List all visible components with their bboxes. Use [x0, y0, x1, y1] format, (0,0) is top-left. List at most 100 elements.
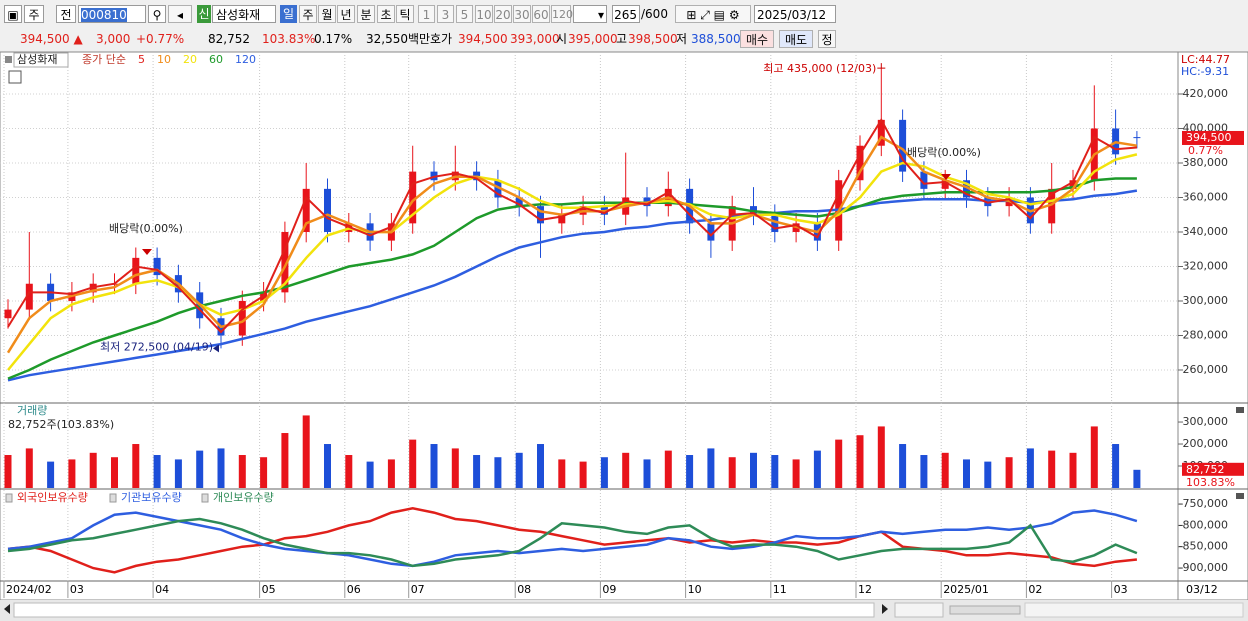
x-tick-label: 08	[517, 583, 531, 596]
interval-button[interactable]: 10	[475, 5, 493, 23]
candle-body	[537, 206, 544, 224]
candle-body	[281, 231, 289, 293]
sound-button[interactable]: ◂	[168, 5, 192, 23]
candle-body	[494, 180, 502, 198]
series-line	[7, 117, 1137, 334]
volume-bar	[622, 452, 630, 488]
volume-bar	[707, 448, 715, 488]
volume-bar	[686, 455, 694, 488]
volume-bar	[579, 461, 587, 488]
low-price: 388,500	[691, 32, 741, 46]
legend-entry: 기관보유수량	[121, 491, 182, 504]
tool-icons[interactable]: ⊞ ⤢ ▤ ⚙	[675, 5, 751, 23]
panel-title: 거래량	[17, 404, 47, 417]
volume-bar	[537, 444, 544, 488]
y-tick-label: -750,000	[1179, 497, 1228, 510]
period-button[interactable]: 틱	[396, 5, 414, 23]
count-input[interactable]: 265	[612, 5, 640, 23]
period-button[interactable]: 월	[318, 5, 336, 23]
interval-button[interactable]: 120	[551, 5, 573, 23]
y-tick-label: 340,000	[1183, 225, 1229, 238]
candle-body	[238, 300, 246, 336]
interval-button[interactable]: 3	[437, 5, 454, 23]
volume-bar	[217, 448, 225, 488]
legend-label: 종가 단순	[82, 53, 126, 66]
interval-button[interactable]: 5	[456, 5, 473, 23]
scroll-track[interactable]	[13, 602, 875, 618]
volume-bar	[196, 450, 204, 488]
search-button[interactable]: ⚲	[148, 5, 166, 23]
code-input[interactable]: 000810	[78, 5, 146, 23]
last-price-box	[1182, 130, 1244, 145]
tool-icons[interactable]	[1024, 602, 1244, 618]
scope-select[interactable]: 전	[56, 5, 76, 23]
volume-bar	[984, 461, 992, 488]
buy-button[interactable]: 매수	[740, 30, 774, 48]
icon[interactable]	[8, 70, 22, 84]
x-tick-label: 07	[411, 583, 425, 596]
last-change-label: 0.77%	[1188, 144, 1223, 157]
volume-bar	[174, 459, 182, 488]
period-button[interactable]: 년	[337, 5, 355, 23]
volume-bar	[25, 448, 33, 488]
period-button[interactable]: 일	[280, 5, 297, 23]
label: 호가	[430, 32, 453, 46]
y-tick-label: 200,000	[1183, 437, 1229, 450]
volume-rate: 103.83%	[262, 32, 316, 46]
candle-body	[4, 309, 12, 319]
playback-buttons[interactable]	[894, 602, 944, 618]
x-tick-label: 03	[70, 583, 84, 596]
volume-bar	[47, 461, 55, 488]
volume-bar	[941, 452, 949, 488]
period-button[interactable]: 주	[299, 5, 317, 23]
name-input[interactable]: 삼성화재	[212, 5, 276, 23]
x-tick-label: 10	[688, 583, 702, 596]
period-button[interactable]: 분	[357, 5, 375, 23]
x-tick-label: 2025/01	[943, 583, 989, 596]
volume-bar	[430, 444, 438, 488]
change: 3,000	[96, 32, 131, 46]
candle-body	[1069, 180, 1077, 189]
y-tick-label: 360,000	[1183, 190, 1229, 203]
sell-button[interactable]: 매도	[779, 30, 813, 48]
amount: 32,550백만	[366, 32, 431, 46]
legend-entry: 20	[183, 53, 197, 66]
interval-button[interactable]: 30	[513, 5, 531, 23]
icon[interactable]	[1236, 407, 1244, 413]
volume-bar	[1112, 444, 1120, 488]
volume-bar	[856, 435, 864, 488]
menu-icon[interactable]: ▣	[4, 5, 22, 23]
last-volume-box	[1182, 462, 1244, 476]
period-button[interactable]: 초	[377, 5, 395, 23]
icon[interactable]	[5, 56, 12, 63]
interval-button[interactable]: 20	[494, 5, 512, 23]
candle-body	[153, 257, 161, 276]
x-tick-label: 04	[155, 583, 169, 596]
volume-bar	[515, 452, 523, 488]
volume-bar	[1133, 469, 1141, 488]
interval-dropdown[interactable]: ▾	[573, 5, 607, 23]
volume-bar	[664, 450, 672, 488]
legend-entry: 개인보유수량	[213, 491, 274, 504]
zoom-slider[interactable]	[949, 605, 1021, 615]
volume-bar	[366, 461, 374, 488]
volume-bar	[260, 457, 268, 488]
candle-body	[1133, 137, 1141, 139]
market-select[interactable]: 주	[24, 5, 44, 23]
x-tick-label: 11	[773, 583, 787, 596]
interval-button[interactable]: 1	[418, 5, 435, 23]
interval-button[interactable]: 60	[532, 5, 550, 23]
correct-button[interactable]: 정	[818, 30, 836, 48]
scroll-left[interactable]	[4, 604, 10, 614]
volume-bar	[238, 455, 246, 488]
last-price-label: 394,500	[1186, 131, 1232, 144]
high-price: 398,500	[628, 32, 678, 46]
volume-bar	[771, 455, 779, 488]
scroll-right[interactable]	[882, 604, 888, 614]
icon[interactable]	[1236, 493, 1244, 499]
annotation: 최고 435,000 (12/03)	[763, 62, 876, 75]
y-tick-label: 300,000	[1183, 294, 1229, 307]
x-tick-label: 02	[1028, 583, 1042, 596]
date-input[interactable]: 2025/03/12	[754, 5, 836, 23]
legend-swatch	[5, 493, 13, 503]
